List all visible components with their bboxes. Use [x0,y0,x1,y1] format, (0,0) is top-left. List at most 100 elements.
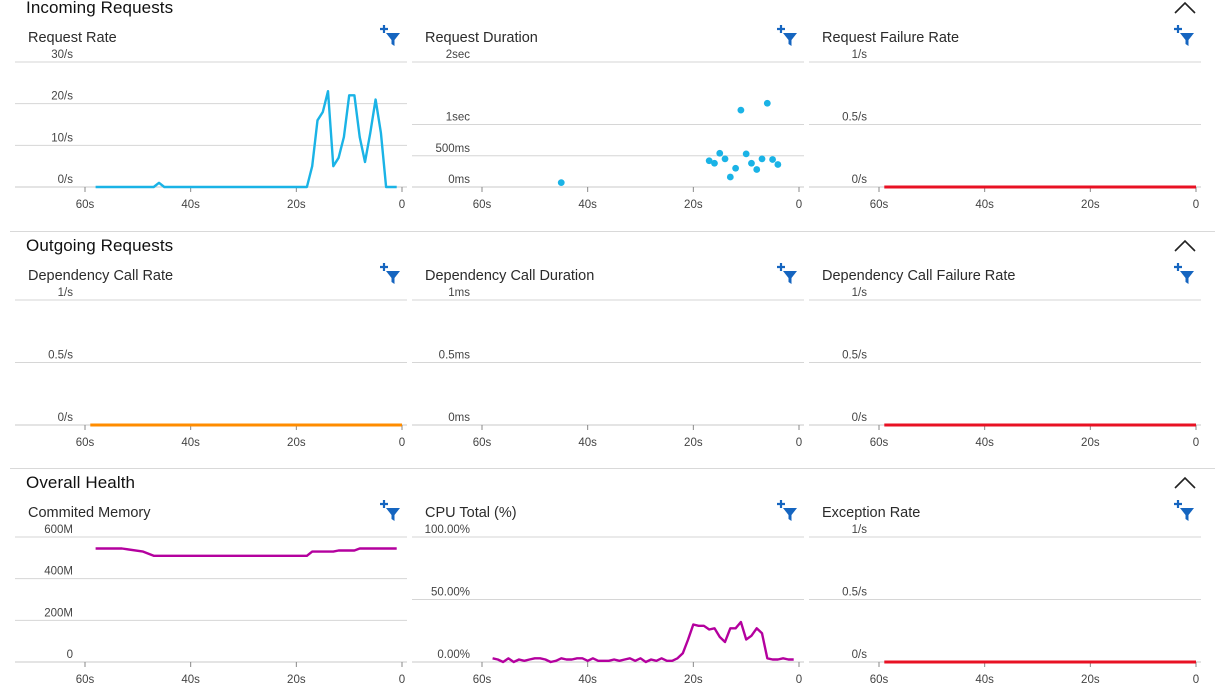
chart-plot: 0/s 0.5/s 1/s 60s 40s 20s 0 [809,524,1201,686]
chart-request-failure-rate: Request Failure Rate 0/s 0.5/s 1/s 60s 40s 20… [809,25,1209,220]
x-tick-label: 60s [870,437,889,449]
add-filter-icon[interactable] [1171,499,1197,523]
add-filter-icon[interactable] [1171,24,1197,48]
chart-plot: 0ms 0.5ms 1ms 60s 40s 20s 0 [412,287,804,449]
add-filter-icon[interactable] [377,262,403,286]
y-tick-label: 2sec [446,49,471,61]
series-line [95,547,397,557]
x-tick-label: 40s [181,674,200,686]
chart-plot: 0.00% 50.00% 100.00% 60s 40s 20s 0 [412,524,804,686]
chart-plot: 0/s 10/s 20/s 30/s 60s 40s 20s 0 [15,49,407,211]
y-tick-label: 1/s [852,524,868,536]
data-point [737,106,745,114]
add-filter-icon[interactable] [774,24,800,48]
x-tick-label: 60s [870,199,889,211]
y-tick-label: 0/s [852,412,868,424]
data-point [763,99,771,107]
x-tick-label: 0 [399,674,405,686]
chart-title: Dependency Call Rate [28,268,174,284]
y-tick-label: 0ms [448,412,470,424]
x-tick-label: 0 [796,437,802,449]
x-tick-label: 0 [1193,437,1199,449]
y-tick-label: 1ms [448,287,470,299]
section-divider [10,231,1215,232]
x-tick-label: 20s [684,199,703,211]
y-tick-label: 0/s [852,174,868,186]
chart-title: Request Duration [425,30,538,46]
y-tick-label: 0 [67,649,73,661]
chart-title: Request Rate [28,30,117,46]
y-tick-label: 0.00% [437,649,470,661]
x-tick-label: 20s [1081,674,1100,686]
add-filter-icon[interactable] [1171,262,1197,286]
data-point [758,155,766,163]
y-tick-label: 0.5/s [842,350,867,362]
section-title: Overall Health [26,473,136,492]
x-tick-label: 60s [473,437,492,449]
x-tick-label: 0 [399,199,405,211]
chart-dependency-call-rate: Dependency Call Rate 0/s 0.5/s 1/s 60s 40s 20… [15,263,415,458]
x-tick-label: 40s [181,199,200,211]
chart-title: Dependency Call Duration [425,268,595,284]
x-tick-label: 20s [287,437,306,449]
y-tick-label: 0.5/s [48,350,73,362]
chart-title: Dependency Call Failure Rate [822,268,1016,284]
data-point [753,166,761,173]
chart-plot: 0/s 0.5/s 1/s 60s 40s 20s 0 [809,49,1201,211]
chart-title: Request Failure Rate [822,30,960,46]
data-point [742,150,750,158]
x-tick-label: 0 [1193,199,1199,211]
add-filter-icon[interactable] [774,262,800,286]
chart-request-duration: Request Duration 0ms 500ms 1sec 2sec 60s 40s 2… [412,25,812,220]
section-title: Outgoing Requests [26,236,174,255]
collapse-chevron-icon[interactable] [1170,0,1200,18]
x-tick-label: 40s [975,674,994,686]
data-point [732,164,739,172]
y-tick-label: 1/s [852,49,868,61]
y-tick-label: 20/s [51,91,73,103]
y-tick-label: 0ms [448,174,470,186]
y-tick-label: 100.00% [425,524,470,536]
x-tick-label: 60s [870,674,889,686]
add-filter-icon[interactable] [377,24,403,48]
chart-commited-memory: Commited Memory 0 200M 400M 600M 60s 40s 20s 0 [15,500,415,695]
chart-title: Exception Rate [822,505,921,521]
x-tick-label: 60s [473,674,492,686]
add-filter-icon[interactable] [774,499,800,523]
section-divider [10,468,1215,469]
chart-dependency-call-duration: Dependency Call Duration 0ms 0.5ms 1ms 60s 4… [412,263,812,458]
y-tick-label: 0.5/s [842,112,867,124]
x-tick-label: 20s [684,674,703,686]
chart-plot: 0 200M 400M 600M 60s 40s 20s 0 [15,524,407,686]
x-tick-label: 40s [578,437,597,449]
collapse-chevron-icon[interactable] [1170,473,1200,493]
x-tick-label: 20s [287,674,306,686]
series-line [492,620,794,664]
data-point [711,159,718,167]
x-tick-label: 20s [684,437,703,449]
chart-title: Commited Memory [28,505,151,521]
y-tick-label: 600M [44,524,73,536]
x-tick-label: 40s [578,199,597,211]
chart-plot: 0ms 500ms 1sec 2sec 60s 40s 20s 0 [412,49,804,211]
x-tick-label: 0 [1193,674,1199,686]
y-tick-label: 1/s [58,287,74,299]
add-filter-icon[interactable] [377,499,403,523]
data-point [769,156,776,163]
y-tick-label: 1sec [446,112,471,124]
y-tick-label: 10/s [51,132,73,144]
series-line [95,90,397,189]
y-tick-label: 400M [44,566,73,578]
data-point [748,159,755,167]
x-tick-label: 60s [76,674,95,686]
data-point [726,173,734,181]
data-point [557,179,565,187]
x-tick-label: 20s [1081,199,1100,211]
collapse-chevron-icon[interactable] [1170,236,1200,256]
y-tick-label: 0/s [58,412,74,424]
chart-exception-rate: Exception Rate 0/s 0.5/s 1/s 60s 40s 20s 0 [809,500,1209,695]
chart-dependency-call-failure-rate: Dependency Call Failure Rate 0/s 0.5/s 1/s… [809,263,1209,458]
data-point [705,157,713,165]
data-point [716,149,724,157]
x-tick-label: 40s [181,437,200,449]
